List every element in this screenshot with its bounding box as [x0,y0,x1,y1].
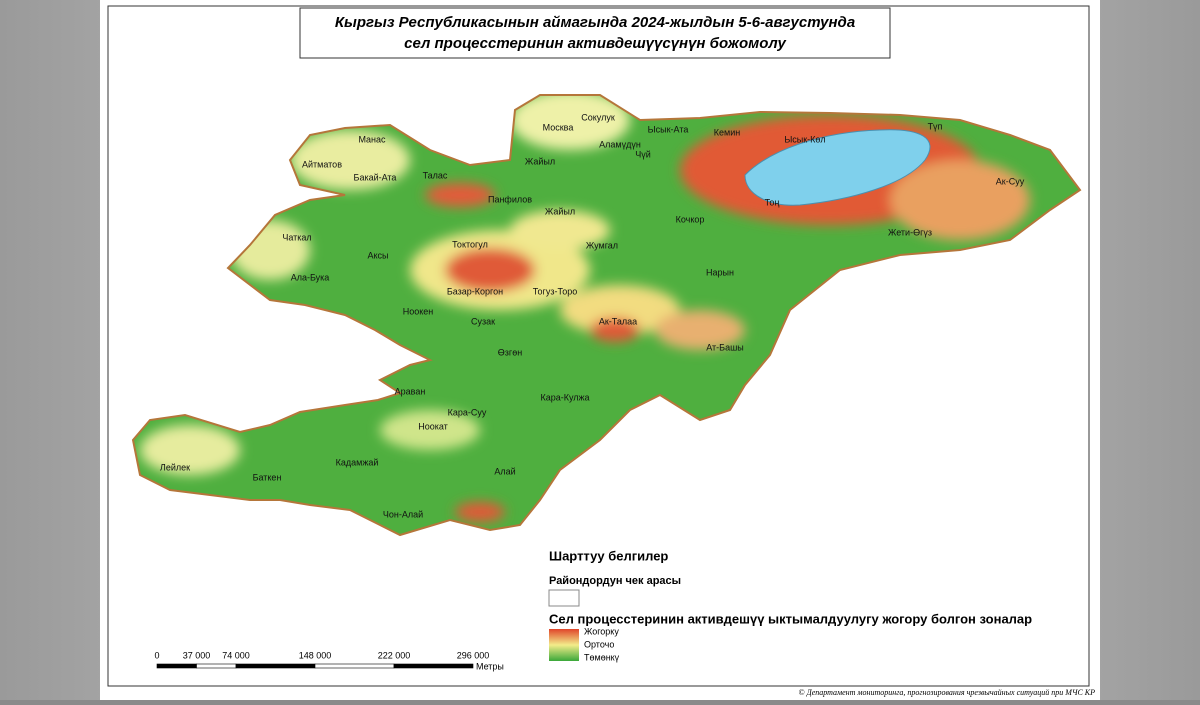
district-labels: Манас Айтматов Бакай-Ата Талас Чаткал Ала-Бук… [160,112,1025,519]
district-label: Ала-Бука [291,272,330,282]
legend-title: Шарттуу белгилер [549,548,668,563]
legend-boundary-swatch [548,589,580,607]
legend-low: Төмөнкү [584,652,620,662]
legend-medium: Орточо [584,639,614,649]
district-label: Талас [423,170,448,180]
district-label: Араван [395,386,426,396]
scale-segment [314,663,395,669]
district-label: Жумгал [586,240,618,250]
district-label: Кадамжай [336,457,379,467]
district-label: Чүй [635,149,651,159]
title: Кыргыз Республикасынын аймагында 2024-жы… [335,14,855,31]
district-label: Сокулук [581,112,615,122]
scale-label: 296 000 [457,650,490,660]
district-label: Кемин [714,127,740,137]
scale-label: 74 000 [222,650,250,660]
district-label: Ак-Суу [996,176,1025,186]
district-label: Базар-Коргон [447,286,503,296]
district-label: Ак-Талаа [599,316,637,326]
district-label: Панфилов [488,194,532,204]
district-label: Токтогул [452,239,488,249]
district-label: Сузак [471,316,495,326]
district-label: Кара-Кулжа [540,392,589,402]
district-label: Чон-Алай [383,509,423,519]
district-label: Кара-Суу [448,407,487,417]
scale-unit: Метры [476,661,504,671]
legend-zones-title: Сел процесстеринин активдешүү ыктымалдуу… [549,611,1032,626]
scale-segment [235,663,316,669]
scale-label: 148 000 [299,650,332,660]
district-label: Тоң [765,197,780,207]
scale-segment [156,663,197,669]
district-label: Ноокат [418,421,448,431]
map-frame [107,5,1090,687]
district-label: Тогуз-Торо [533,286,578,296]
district-label: Бакай-Ата [354,172,397,182]
legend-boundary: Райондордун чек арасы [549,575,681,587]
district-label: Жайыл [545,206,575,216]
title: сел процесстеринин активдешүүсүнүн божом… [404,35,786,52]
district-label: Москва [543,122,574,132]
district-label: Чаткал [282,232,311,242]
district-label: Түп [928,121,943,131]
scale-segment [393,663,474,669]
district-label: Ат-Башы [706,342,744,352]
district-label: Ысык-Ата [648,124,689,134]
district-label: Өзгөн [498,347,522,357]
district-label: Манас [358,134,386,144]
district-label: Алай [494,466,515,476]
legend-high: Жогорку [584,626,619,636]
district-label: Аксы [367,250,388,260]
title-box [299,7,891,59]
scale-segment [196,663,237,669]
district-label: Ноокен [403,306,434,316]
credit: © Департамент мониторинга, прогнозирован… [799,688,1096,697]
legend-gradient [549,629,579,661]
district-label: Баткен [253,472,282,482]
scale-label: 0 [154,650,159,660]
district-label: Ысык-Көл [784,134,825,144]
scale-label: 37 000 [183,650,211,660]
district-label: Кочкор [676,214,705,224]
scale-label: 222 000 [378,650,411,660]
district-label: Жайыл [525,156,555,166]
district-label: Айтматов [302,159,342,169]
district-label: Лейлек [160,462,190,472]
district-label: Аламүдүн [599,139,641,149]
district-label: Жети-Өгүз [888,227,932,237]
district-label: Нарын [706,267,734,277]
